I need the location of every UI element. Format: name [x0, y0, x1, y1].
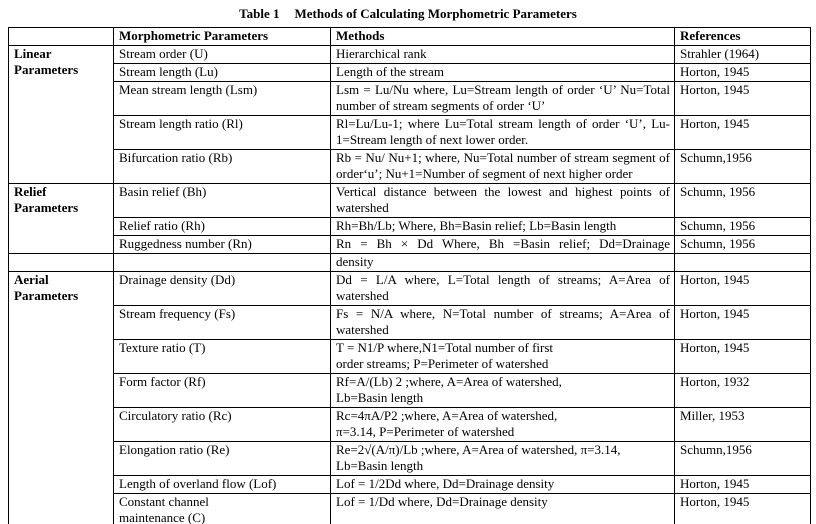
parameter-cell: Texture ratio (T): [113, 339, 331, 374]
reference-cell: Horton, 1945: [674, 115, 811, 150]
parameter-cell: Relief ratio (Rh): [113, 217, 331, 236]
parameter-cell: Elongation ratio (Re): [113, 441, 331, 476]
reference-cell: Horton, 1932: [674, 373, 811, 408]
table-row: Form factor (Rf) Rf=A/(Lb) 2 ;where, A=Ar…: [9, 373, 811, 408]
table-row: Texture ratio (T) T = N1/P where,N1=Total…: [9, 339, 811, 374]
method-cell: Rh=Bh/Lb; Where, Bh=Basin relief; Lb=Bas…: [330, 217, 675, 236]
table-row: Mean stream length (Lsm) Lsm = Lu/Nu wher…: [9, 81, 811, 116]
group-cell: Relief Parameters: [8, 183, 114, 254]
method-cell: Rf=A/(Lb) 2 ;where, A=Area of watershed,…: [330, 373, 675, 408]
method-cell: Rc=4πA/P2 ;where, A=Area of watershed, π…: [330, 407, 675, 442]
method-cell: Dd = L/A where, L=Total length of stream…: [330, 271, 675, 306]
group-cell: [8, 253, 114, 272]
parameter-cell: Length of overland flow (Lof): [113, 475, 331, 494]
method-cell: Rl=Lu/Lu-1; where Lu=Total stream length…: [330, 115, 675, 150]
table-body: Linear Parameters Stream order (U) Hierarc…: [8, 45, 811, 524]
parameter-cell: Form factor (Rf): [113, 373, 331, 408]
parameter-cell: Bifurcation ratio (Rb): [113, 149, 331, 184]
table-row: density: [8, 253, 811, 272]
reference-cell: Horton, 1945: [674, 339, 811, 374]
table-row: Relief ratio (Rh) Rh=Bh/Lb; Where, Bh=Bas…: [9, 217, 811, 236]
parameter-cell: Stream order (U): [113, 45, 331, 64]
method-cell: T = N1/P where,N1=Total number of first …: [330, 339, 675, 374]
reference-cell: Horton, 1945: [674, 63, 811, 82]
method-cell: Rb = Nu/ Nu+1; where, Nu=Total number of…: [330, 149, 675, 184]
parameter-cell: Constant channel maintenance (C): [113, 493, 331, 524]
reference-cell: Schumn, 1956: [674, 183, 811, 218]
reference-cell: Schumn,1956: [674, 149, 811, 184]
method-cell: Lsm = Lu/Nu where, Lu=Stream length of o…: [330, 81, 675, 116]
method-cell: Hierarchical rank: [330, 45, 675, 64]
parameter-cell: Drainage density (Dd): [113, 271, 331, 306]
method-cell: Lof = 1/Dd where, Dd=Drainage density: [330, 493, 675, 524]
table-row: Ruggedness number (Rn) Rn = Bh × Dd Where…: [9, 235, 811, 254]
reference-cell: Horton, 1945: [674, 493, 811, 524]
table-row: Elongation ratio (Re) Re=2√(A/π)/Lb ;wher…: [9, 441, 811, 476]
method-cell: Lof = 1/2Dd where, Dd=Drainage density: [330, 475, 675, 494]
table-row: Stream length (Lu) Length of the stream Ho…: [9, 63, 811, 82]
table-row: Constant channel maintenance (C) Lof = 1/…: [9, 493, 811, 524]
reference-cell: Strahler (1964): [674, 45, 811, 64]
table-label: Table 1: [239, 6, 280, 21]
header-row: Morphometric Parameters Methods Referenc…: [8, 27, 811, 46]
parameter-cell: Mean stream length (Lsm): [113, 81, 331, 116]
table-caption: Methods of Calculating Morphometric Para…: [294, 6, 577, 21]
col-header-references: References: [674, 27, 811, 46]
reference-cell: Schumn, 1956: [674, 217, 811, 236]
method-cell: Re=2√(A/π)/Lb ;where, A=Area of watershe…: [330, 441, 675, 476]
method-cell: density: [330, 253, 675, 272]
reference-cell: Horton, 1945: [674, 271, 811, 306]
reference-cell: [674, 253, 811, 272]
corner-cell: [8, 27, 114, 46]
parameter-cell: Stream length (Lu): [113, 63, 331, 82]
col-header-methods: Methods: [330, 27, 675, 46]
parameter-cell: Stream frequency (Fs): [113, 305, 331, 340]
table-row: Relief Parameters Basin relief (Bh) Vertic…: [8, 183, 811, 254]
parameter-cell: Circulatory ratio (Rc): [113, 407, 331, 442]
morphometric-parameters-table: Morphometric Parameters Methods Referenc…: [8, 27, 811, 524]
parameter-cell: Basin relief (Bh): [113, 183, 331, 218]
method-cell: Vertical distance between the lowest and…: [330, 183, 675, 218]
method-cell: Length of the stream: [330, 63, 675, 82]
parameter-cell: Stream length ratio (Rl): [113, 115, 331, 150]
group-cell: Aerial Parameters: [8, 271, 114, 524]
table-row: Bifurcation ratio (Rb) Rb = Nu/ Nu+1; whe…: [9, 149, 811, 184]
table-row: Circulatory ratio (Rc) Rc=4πA/P2 ;where, …: [9, 407, 811, 442]
reference-cell: Horton, 1945: [674, 475, 811, 494]
group-cell: Linear Parameters: [8, 45, 114, 184]
parameter-cell: [113, 253, 331, 272]
reference-cell: Schumn,1956: [674, 441, 811, 476]
reference-cell: Miller, 1953: [674, 407, 811, 442]
table-title: Table 1 Methods of Calculating Morphometr…: [0, 6, 816, 22]
table-row: Stream frequency (Fs) Fs = N/A where, N=T…: [9, 305, 811, 340]
table-row: Stream length ratio (Rl) Rl=Lu/Lu-1; wher…: [9, 115, 811, 150]
reference-cell: Horton, 1945: [674, 81, 811, 116]
reference-cell: Horton, 1945: [674, 305, 811, 340]
reference-cell: Schumn, 1956: [674, 235, 811, 254]
table-row: Linear Parameters Stream order (U) Hierarc…: [8, 45, 811, 184]
table-row: Length of overland flow (Lof) Lof = 1/2Dd…: [9, 475, 811, 494]
col-header-parameters: Morphometric Parameters: [113, 27, 331, 46]
method-cell: Rn = Bh × Dd Where, Bh =Basin relief; Dd…: [330, 235, 675, 254]
table-row: Aerial Parameters Drainage density (Dd) Dd…: [8, 271, 811, 524]
parameter-cell: Ruggedness number (Rn): [113, 235, 331, 254]
method-cell: Fs = N/A where, N=Total number of stream…: [330, 305, 675, 340]
